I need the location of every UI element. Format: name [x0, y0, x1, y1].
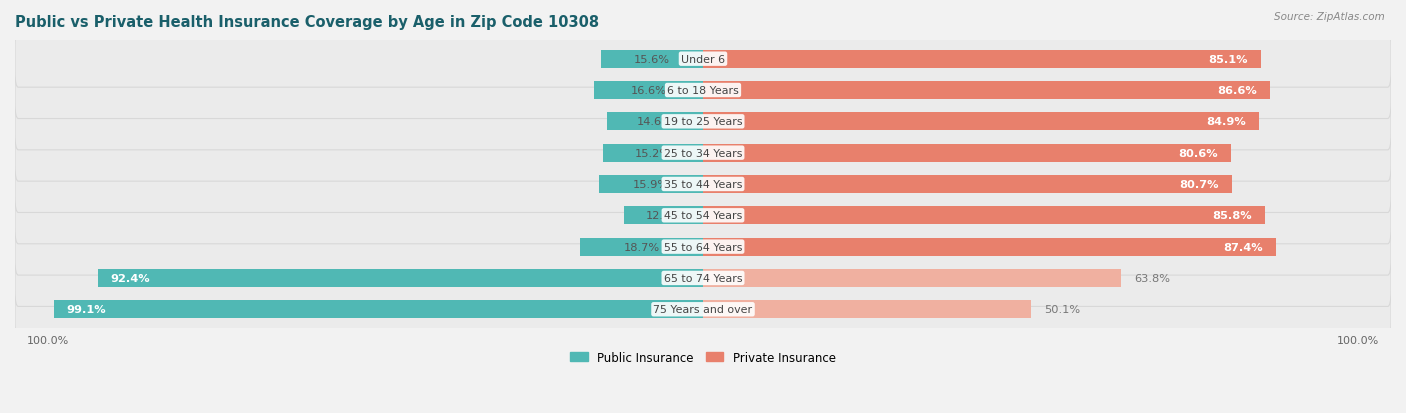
Text: 25 to 34 Years: 25 to 34 Years: [664, 148, 742, 158]
Text: 15.6%: 15.6%: [634, 55, 669, 64]
Legend: Public Insurance, Private Insurance: Public Insurance, Private Insurance: [565, 346, 841, 368]
Bar: [703, 176, 1232, 194]
FancyBboxPatch shape: [15, 218, 1391, 275]
Text: 15.2%: 15.2%: [636, 148, 671, 158]
FancyBboxPatch shape: [15, 94, 1391, 150]
Text: 18.7%: 18.7%: [624, 242, 659, 252]
Bar: [599, 176, 703, 194]
Text: 92.4%: 92.4%: [111, 273, 150, 283]
Bar: [703, 144, 1232, 162]
Bar: [624, 207, 703, 225]
Text: 14.6%: 14.6%: [637, 117, 673, 127]
Bar: [703, 269, 1121, 287]
Bar: [703, 82, 1271, 100]
Text: 85.8%: 85.8%: [1212, 211, 1253, 221]
Bar: [703, 50, 1261, 69]
Bar: [703, 207, 1265, 225]
Text: 15.9%: 15.9%: [633, 180, 669, 190]
Text: 19 to 25 Years: 19 to 25 Years: [664, 117, 742, 127]
Bar: [53, 300, 703, 318]
Text: 35 to 44 Years: 35 to 44 Years: [664, 180, 742, 190]
FancyBboxPatch shape: [15, 281, 1391, 338]
Text: 80.6%: 80.6%: [1178, 148, 1218, 158]
Text: 55 to 64 Years: 55 to 64 Years: [664, 242, 742, 252]
Text: 65 to 74 Years: 65 to 74 Years: [664, 273, 742, 283]
FancyBboxPatch shape: [15, 156, 1391, 213]
FancyBboxPatch shape: [15, 125, 1391, 182]
Text: 84.9%: 84.9%: [1206, 117, 1246, 127]
FancyBboxPatch shape: [15, 62, 1391, 119]
Text: 6 to 18 Years: 6 to 18 Years: [666, 86, 740, 96]
Text: 85.1%: 85.1%: [1208, 55, 1247, 64]
Bar: [600, 50, 703, 69]
Text: 50.1%: 50.1%: [1045, 304, 1080, 315]
Bar: [703, 113, 1260, 131]
Text: 16.6%: 16.6%: [631, 86, 666, 96]
Bar: [607, 113, 703, 131]
Bar: [595, 82, 703, 100]
Bar: [581, 238, 703, 256]
Text: Source: ZipAtlas.com: Source: ZipAtlas.com: [1274, 12, 1385, 22]
Bar: [703, 300, 1031, 318]
Text: 45 to 54 Years: 45 to 54 Years: [664, 211, 742, 221]
Text: Under 6: Under 6: [681, 55, 725, 64]
Text: 87.4%: 87.4%: [1223, 242, 1263, 252]
Text: 99.1%: 99.1%: [66, 304, 107, 315]
Bar: [703, 238, 1275, 256]
Bar: [97, 269, 703, 287]
Bar: [603, 144, 703, 162]
FancyBboxPatch shape: [15, 250, 1391, 307]
Text: 75 Years and over: 75 Years and over: [654, 304, 752, 315]
Text: 86.6%: 86.6%: [1218, 86, 1257, 96]
Text: 12.0%: 12.0%: [645, 211, 682, 221]
Text: Public vs Private Health Insurance Coverage by Age in Zip Code 10308: Public vs Private Health Insurance Cover…: [15, 15, 599, 30]
FancyBboxPatch shape: [15, 31, 1391, 88]
Text: 63.8%: 63.8%: [1135, 273, 1170, 283]
FancyBboxPatch shape: [15, 188, 1391, 244]
Text: 80.7%: 80.7%: [1180, 180, 1219, 190]
